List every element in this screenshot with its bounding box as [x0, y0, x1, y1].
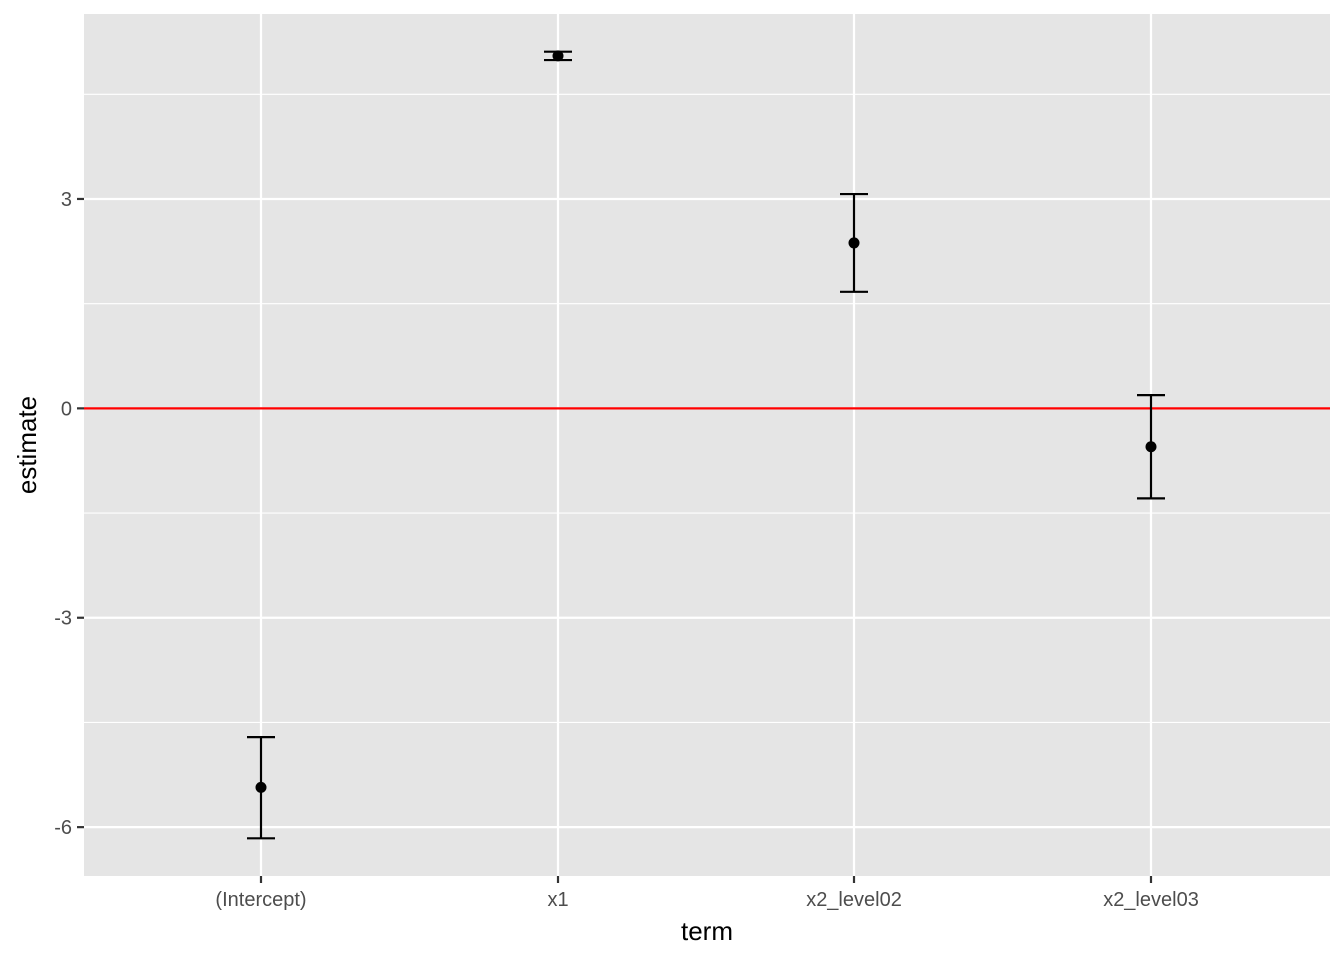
x-tick-label: (Intercept): [215, 889, 306, 911]
y-axis-title: estimate: [12, 396, 42, 494]
y-tick-label: -6: [54, 817, 72, 839]
plot-panel-background: [84, 14, 1330, 876]
estimate-point-3: [1145, 441, 1157, 453]
minor-gridlines: [84, 93, 1330, 723]
y-tick-label: 3: [61, 189, 72, 211]
estimate-point-0: [255, 781, 267, 793]
estimate-point-1: [552, 50, 564, 62]
point-layer: [255, 50, 1157, 793]
x-axis-title: term: [681, 916, 733, 946]
x-tick-label: x2_level02: [806, 889, 902, 911]
y-tick-label: 0: [61, 398, 72, 420]
y-axis: -6 -3 0 3: [54, 189, 84, 839]
y-tick-label: -3: [54, 608, 72, 630]
estimate-point-2: [848, 237, 860, 249]
x-tick-label: x2_level03: [1103, 889, 1199, 911]
x-axis: (Intercept) x1 x2_level02 x2_level03: [215, 876, 1199, 911]
x-tick-label: x1: [547, 889, 568, 911]
